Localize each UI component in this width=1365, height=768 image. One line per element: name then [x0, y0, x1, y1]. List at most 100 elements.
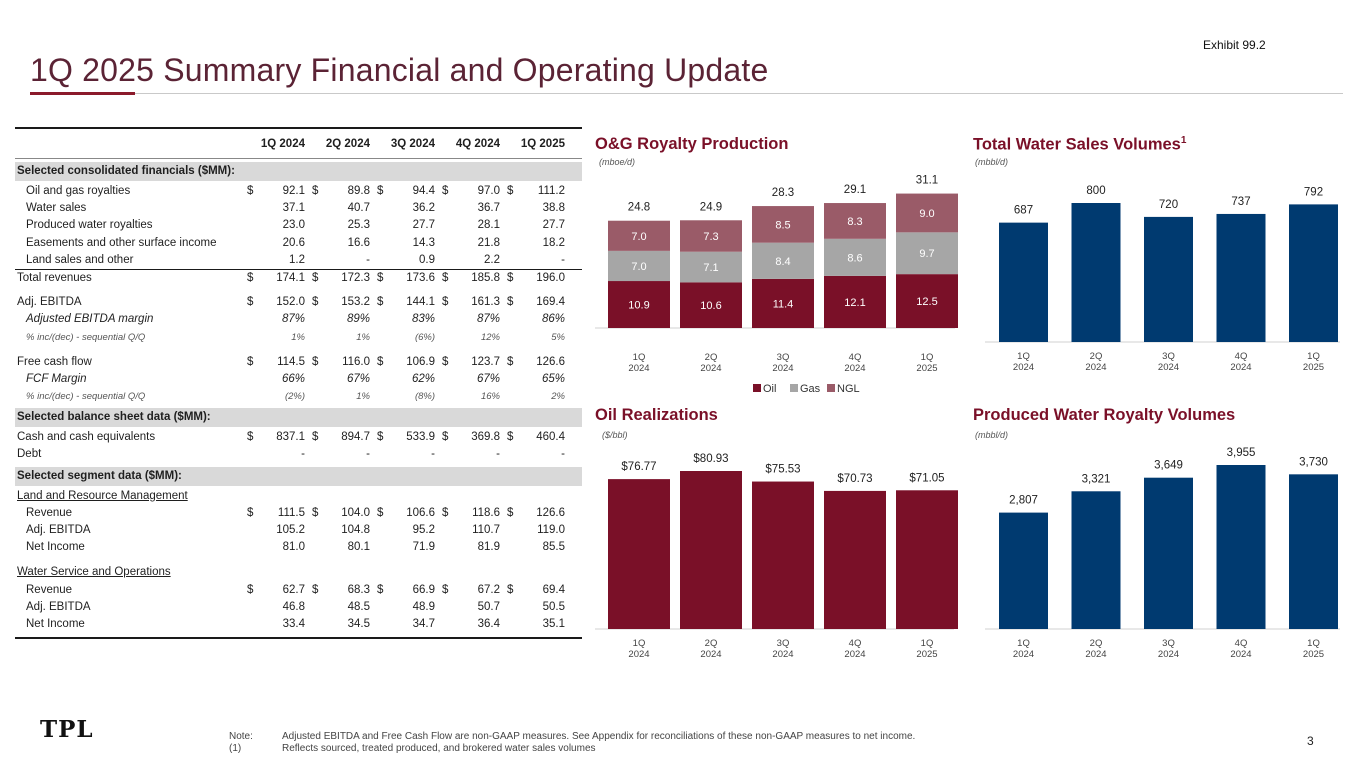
row-label: Total revenues [17, 271, 92, 284]
table-row: % inc/(dec) - sequential Q/Q (2%) 1% (8%) 16… [15, 388, 582, 405]
table-row: Total revenues $174.1 $172.3 $173.6 $185.8 $1… [15, 268, 582, 287]
row-label: Oil and gas royalties [26, 185, 131, 197]
footnote-note: Note: Adjusted EBITDA and Free Cash Flow … [229, 731, 915, 742]
cell-value: 25.3 [347, 219, 370, 232]
cell-value: 153.2 [341, 296, 370, 309]
currency-symbol: $ [442, 506, 449, 519]
table-cell: $68.3 [310, 582, 374, 599]
currency-symbol: $ [247, 583, 254, 596]
row-label: Easements and other surface income [26, 236, 217, 249]
currency-symbol: $ [247, 355, 254, 368]
x-tick-label: 2025 [916, 649, 937, 660]
row-label: Land and Resource Management [17, 489, 188, 502]
cell-value: 34.7 [412, 617, 435, 630]
row-label: Selected segment data ($MM): [17, 469, 182, 482]
segment-label: 8.6 [847, 252, 862, 264]
table-row: Produced water royalties 23.0 25.3 27.7 28.1… [15, 217, 582, 234]
table-cell: 33.4 [245, 616, 309, 633]
cell-value: 104.0 [341, 506, 370, 519]
cell-value: 118.6 [472, 506, 500, 519]
table-cell: - [505, 446, 569, 463]
x-tick-label: 2024 [772, 363, 793, 374]
segment-label: 8.3 [847, 216, 862, 228]
currency-symbol: $ [312, 431, 319, 444]
currency-symbol: $ [377, 296, 384, 309]
oil-chart-unit: ($/bbl) [602, 430, 628, 440]
cell-value: 48.5 [347, 600, 370, 613]
currency-symbol: $ [247, 506, 254, 519]
currency-symbol: $ [312, 296, 319, 309]
cell-value: (6%) [414, 331, 435, 343]
table-cell: (2%) [245, 388, 309, 405]
bar [1289, 204, 1338, 342]
footnote-1: (1) Reflects sourced, treated produced, a… [229, 743, 596, 754]
data-label: $76.77 [621, 461, 656, 473]
x-tick-label: 4Q [1235, 638, 1248, 649]
currency-symbol: $ [312, 355, 319, 368]
oil-realizations-chart: $76.771Q2024$80.932Q2024$75.533Q2024$70.… [595, 453, 958, 660]
table-cell: - [310, 446, 374, 463]
pw-chart-unit: (mbbl/d) [975, 430, 1009, 440]
table-cell: - [245, 446, 309, 463]
table-cell: (8%) [375, 388, 439, 405]
table-cell: 87% [440, 311, 504, 328]
currency-symbol: $ [442, 431, 449, 444]
x-tick-label: 2024 [1013, 362, 1034, 373]
total-label: 31.1 [916, 175, 938, 187]
table-cell: - [440, 446, 504, 463]
bar [608, 479, 670, 629]
x-tick-label: 2024 [628, 363, 649, 374]
table-row: Debt - - - - - [15, 446, 582, 463]
table-row: Easements and other surface income 20.6 16… [15, 235, 582, 252]
exhibit-label: Exhibit 99.2 [1203, 38, 1266, 52]
table-cell: $185.8 [440, 270, 504, 287]
title-divider [30, 93, 1343, 94]
cell-value: 67% [476, 372, 500, 385]
table-row: Free cash flow $114.5 $116.0 $106.9 $123.7 $1… [15, 354, 582, 371]
table-cell: - [310, 252, 374, 269]
table-cell: $196.0 [505, 270, 569, 287]
table-cell: 28.1 [440, 217, 504, 234]
table-cell: $837.1 [245, 429, 309, 446]
table-cell: 105.2 [245, 522, 309, 539]
tpl-logo: TPL [40, 716, 94, 743]
cell-value: 36.4 [477, 617, 500, 630]
table-cell: 65% [505, 371, 569, 388]
row-label: Debt [17, 448, 42, 461]
row-label: % inc/(dec) - sequential Q/Q [26, 331, 146, 343]
cell-value: 837.1 [276, 431, 305, 444]
table-cell: 36.7 [440, 200, 504, 217]
table-cell: 81.9 [440, 539, 504, 556]
table-cell: $894.7 [310, 429, 374, 446]
cell-value: 106.6 [406, 506, 435, 519]
legend-swatch [827, 384, 835, 392]
table-cell: 16% [440, 388, 504, 405]
currency-symbol: $ [507, 355, 514, 368]
cell-value: 172.3 [341, 271, 370, 284]
table-cell: 48.9 [375, 599, 439, 616]
table-cell: 34.7 [375, 616, 439, 633]
table-header-row: 1Q 2024 2Q 2024 3Q 2024 4Q 2024 1Q 2025 [15, 129, 582, 159]
column-header: 1Q 2025 [520, 138, 565, 150]
cell-value: 110.7 [472, 524, 500, 536]
table-cell: 1.2 [245, 252, 309, 269]
table-section-header: Selected balance sheet data ($MM): [15, 408, 582, 428]
currency-symbol: $ [507, 271, 514, 284]
cell-value: 68.3 [347, 583, 370, 596]
table-cell: 2.2 [440, 252, 504, 269]
x-tick-label: 2024 [1085, 649, 1106, 660]
table-cell: $94.4 [375, 183, 439, 200]
row-label: % inc/(dec) - sequential Q/Q [26, 391, 146, 403]
cell-value: 111.2 [537, 185, 565, 197]
cell-value: 48.9 [412, 600, 435, 613]
cell-value: 66% [281, 372, 305, 385]
cell-value: 2.2 [484, 253, 500, 266]
cell-value: 85.5 [542, 541, 565, 554]
cell-value: 1.2 [289, 253, 305, 266]
table-cell: 35.1 [505, 616, 569, 633]
table-row: Land sales and other 1.2 - 0.9 2.2 - [15, 252, 582, 269]
x-tick-label: 2Q [1090, 351, 1103, 362]
table-bottom-rule [15, 637, 582, 640]
bar [1144, 216, 1193, 342]
bar [1289, 474, 1338, 629]
